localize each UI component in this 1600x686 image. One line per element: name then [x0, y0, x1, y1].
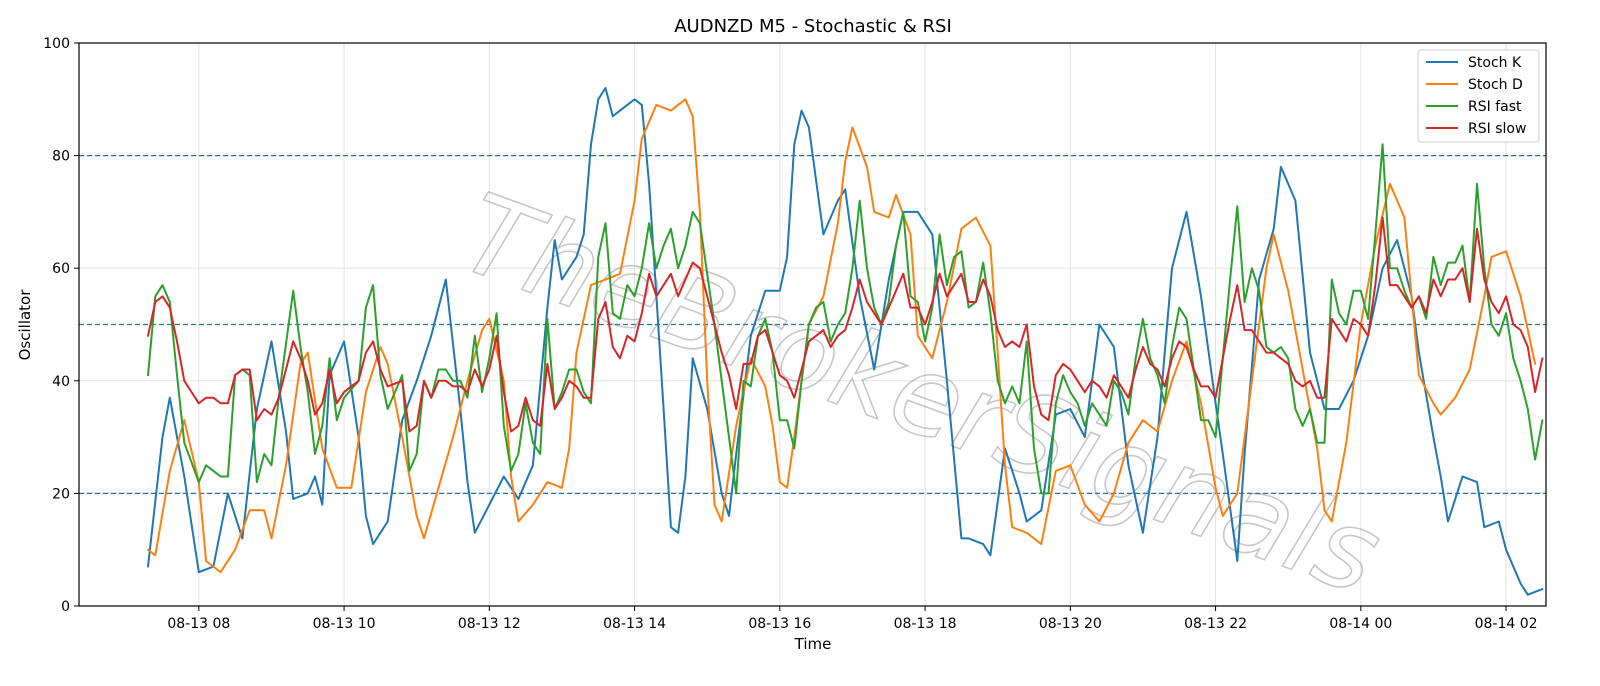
legend-label: RSI slow	[1468, 121, 1526, 137]
y-axis-label: Oscillator	[16, 289, 34, 361]
y-tick-label: 40	[52, 374, 70, 390]
legend: Stoch K Stoch D RSI fast RSI slow	[1417, 49, 1540, 143]
plot-frame	[78, 42, 1547, 607]
x-tick-label: 08-14 00	[1329, 616, 1392, 632]
series-line-rsi-slow	[147, 216, 1544, 433]
series-line-rsi-fast	[147, 143, 1544, 495]
x-tick-label: 08-13 14	[603, 616, 666, 632]
y-tick-label: 0	[61, 599, 70, 615]
series-line-stoch-d	[147, 98, 1537, 574]
x-tick-label: 08-13 20	[1039, 616, 1102, 632]
x-tick-label: 08-13 08	[167, 616, 230, 632]
legend-label: Stoch D	[1468, 77, 1523, 93]
y-tick-label: 100	[43, 36, 70, 52]
x-tick-label: 08-13 10	[313, 616, 376, 632]
chart-title: AUDNZD M5 - Stochastic & RSI	[674, 16, 952, 37]
x-ticks: 08-13 08 08-13 10 08-13 12 08-13 14 08-13 16…	[167, 606, 1538, 632]
legend-label: RSI fast	[1468, 99, 1522, 115]
x-axis-label: Time	[794, 635, 832, 653]
x-tick-label: 08-14 02	[1475, 616, 1538, 632]
y-ticks: 0 20 40 60 80 100	[43, 36, 79, 615]
x-tick-label: 08-13 16	[748, 616, 811, 632]
x-tick-label: 08-13 18	[894, 616, 957, 632]
series-layer	[147, 87, 1544, 596]
x-tick-label: 08-13 22	[1184, 616, 1247, 632]
y-tick-label: 80	[52, 149, 70, 165]
legend-label: Stoch K	[1468, 55, 1522, 71]
x-tick-label: 08-13 12	[458, 616, 521, 632]
legend-items: Stoch K Stoch D RSI fast RSI slow	[1426, 55, 1526, 137]
series-line-stoch-k	[147, 87, 1544, 596]
legend-box	[1417, 49, 1540, 143]
y-tick-label: 60	[52, 261, 70, 277]
y-tick-label: 20	[52, 486, 70, 502]
